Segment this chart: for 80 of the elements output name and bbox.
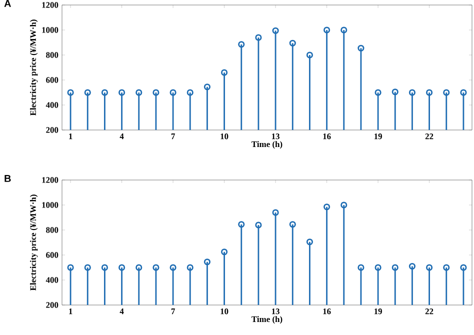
x-tick-label: 7: [171, 308, 175, 314]
y-tick-label: 400: [46, 102, 58, 108]
y-tick-label: 200: [46, 127, 58, 133]
point: [67, 89, 74, 96]
point: [238, 41, 245, 48]
x-tick-label: 10: [220, 134, 228, 140]
point: [186, 264, 194, 271]
point: [204, 84, 210, 90]
point: [272, 27, 279, 34]
x-tick-label: 19: [374, 308, 382, 314]
point: [392, 88, 398, 96]
point: [118, 89, 126, 96]
point: [324, 26, 330, 34]
point: [118, 264, 126, 271]
point: [358, 264, 364, 271]
point: [408, 262, 416, 270]
point: [101, 89, 108, 96]
y-tick-label: 1200: [42, 2, 58, 8]
point: [408, 89, 416, 96]
point: [186, 89, 194, 96]
x-tick-label: 4: [120, 308, 124, 314]
point: [426, 264, 433, 271]
x-tick-label: 19: [374, 134, 382, 140]
y-tick-label: 1200: [42, 177, 58, 183]
point: [255, 34, 262, 41]
point: [443, 264, 450, 271]
x-axis-title: Time (h): [252, 141, 282, 149]
x-tick-label: 16: [323, 134, 331, 140]
y-tick-label: 1000: [42, 202, 58, 208]
y-tick-label: 600: [46, 252, 58, 258]
y-tick-label: 800: [46, 227, 58, 233]
x-tick-label: 7: [171, 134, 175, 140]
x-tick-label: 22: [425, 134, 434, 140]
x-tick-label: 4: [120, 134, 124, 140]
point: [374, 264, 382, 271]
y-tick-label: 400: [46, 277, 58, 283]
point: [84, 264, 91, 271]
x-tick-label: 1: [69, 134, 72, 140]
point: [136, 89, 142, 96]
point: [306, 52, 313, 58]
point: [238, 221, 245, 228]
y-axis-title: Electricity price (¥/MW·h): [30, 20, 38, 116]
point: [170, 89, 176, 96]
point: [443, 89, 450, 96]
point: [426, 89, 433, 96]
chart-title: A: [4, 0, 11, 7]
chart-title: B: [4, 175, 11, 182]
point: [289, 40, 296, 46]
point: [152, 89, 160, 96]
point: [221, 248, 228, 256]
point: [289, 221, 296, 228]
x-tick-label: 1: [69, 308, 72, 314]
point: [136, 264, 142, 271]
x-tick-label: 22: [425, 308, 434, 314]
point: [152, 264, 160, 271]
point: [306, 238, 313, 246]
x-tick-label: 13: [272, 134, 280, 140]
point: [255, 222, 262, 228]
point: [358, 44, 364, 52]
x-tick-label: 16: [323, 308, 331, 314]
point: [221, 69, 228, 76]
point: [374, 89, 382, 96]
point: [392, 264, 398, 271]
point: [340, 26, 348, 34]
point: [170, 264, 176, 271]
y-tick-label: 800: [46, 52, 58, 58]
point: [340, 202, 348, 208]
point: [101, 264, 108, 271]
y-tick-label: 1000: [42, 27, 58, 33]
y-tick-label: 200: [46, 302, 58, 308]
point: [84, 89, 91, 96]
point: [67, 264, 74, 271]
point: [204, 258, 210, 266]
point: [324, 204, 330, 210]
x-axis-title: Time (h): [252, 316, 282, 324]
x-tick-label: 10: [220, 308, 228, 314]
y-tick-label: 600: [46, 77, 58, 83]
y-axis-title: Electricity price (¥/MW·h): [30, 194, 38, 291]
point: [272, 209, 279, 216]
x-tick-label: 13: [272, 308, 280, 314]
